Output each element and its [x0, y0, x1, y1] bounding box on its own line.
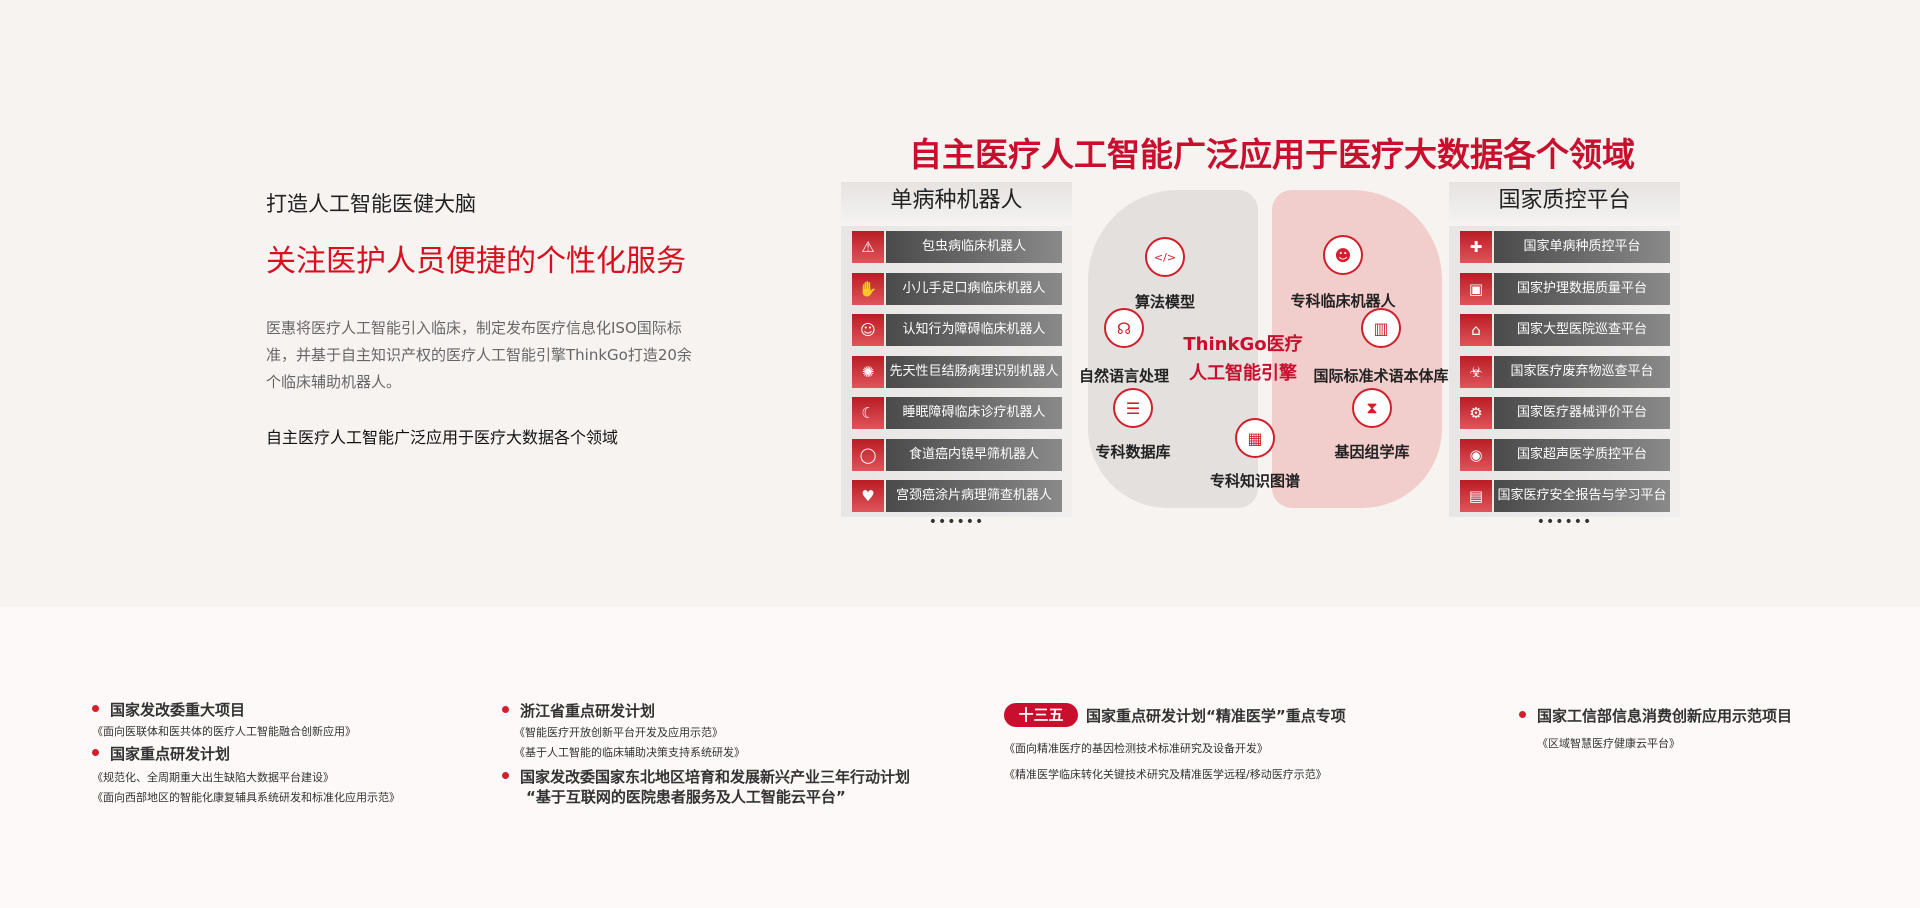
list-item[interactable]: ✚ 国家单病种质控平台 [1460, 231, 1680, 263]
project-title: 国家发改委重大项目 [91, 701, 246, 719]
book-icon: ▦ [1235, 418, 1275, 458]
more-indicator: •••••• [928, 514, 985, 530]
project-title-line2: “基于互联网的医院患者服务及人工智能云平台” [526, 788, 846, 806]
engine-subtitle: 人工智能引擎 [1188, 363, 1297, 384]
dna-icon: ⧗ [1352, 388, 1392, 428]
brain-node-label: 基因组学库 [1334, 443, 1410, 461]
list-item[interactable]: ◯ 食道癌内镜早筛机器人 [852, 438, 1072, 471]
intestine-icon: ✺ [852, 355, 884, 388]
panel-list: ⚠ 包虫病临床机器人 ✋ 小儿手足口病临床机器人 ☺ 认知行为障碍临床机器人 ✺ 先天性巨结肠… [841, 226, 1072, 517]
list-item-label: 睡眠障碍临床诊疗机器人 [886, 397, 1062, 429]
list-item[interactable]: ▣ 国家护理数据质量平台 [1460, 272, 1680, 305]
project-title: 国家工信部信息消费创新应用示范项目 [1518, 707, 1793, 725]
project-sub: 《智能医疗开放创新平台开发及应用示范》 [514, 726, 723, 739]
project-sub: 《规范化、全周期重大出生缺陷大数据平台建设》 [92, 771, 334, 784]
hospital-icon: ⌂ [1460, 314, 1492, 346]
list-item[interactable]: ⚠ 包虫病临床机器人 [852, 231, 1072, 263]
project-sub: 《面向医联体和医共体的医疗人工智能融合创新应用》 [92, 725, 356, 738]
project-sub: 《基于人工智能的临床辅助决策支持系统研发》 [514, 746, 745, 759]
list-item-label: 国家医疗安全报告与学习平台 [1494, 480, 1670, 512]
list-item-label: 先天性巨结肠病理识别机器人 [886, 355, 1062, 388]
project-title: 国家发改委国家东北地区培育和发展新兴产业三年行动计划 [501, 768, 911, 786]
list-item-label: 包虫病临床机器人 [886, 231, 1062, 263]
project-sub: 《面向西部地区的智能化康复辅具系统研发和标准化应用示范》 [92, 791, 400, 804]
code-monitor-icon: </> [1145, 237, 1185, 277]
brain-node-label: 自然语言处理 [1078, 367, 1170, 385]
biohazard-icon: ☣ [1460, 355, 1492, 388]
panel-title: 单病种机器人 [841, 182, 1072, 220]
list-item-label: 国家超声医学质控平台 [1494, 438, 1670, 471]
more-indicator: •••••• [1536, 514, 1593, 530]
report-book-icon: ▤ [1460, 480, 1492, 512]
single-disease-robot-panel: 单病种机器人 ⚠ 包虫病临床机器人 ✋ 小儿手足口病临床机器人 ☺ 认知行为障碍临床机器人… [841, 182, 1072, 530]
thirteenth-five-year-badge: 十三五 [1004, 703, 1078, 727]
list-item-label: 小儿手足口病临床机器人 [886, 272, 1062, 305]
esophagus-icon: ◯ [852, 438, 884, 471]
list-item-label: 国家护理数据质量平台 [1494, 272, 1670, 305]
ultrasound-icon: ◉ [1460, 438, 1492, 471]
list-item-label: 食道癌内镜早筛机器人 [886, 438, 1062, 471]
list-item-label: 认知行为障碍临床机器人 [886, 314, 1062, 346]
project-sub: 《区域智慧医疗健康云平台》 [1537, 737, 1680, 750]
panel-title: 国家质控平台 [1449, 182, 1680, 220]
head-brain-icon: ☺ [852, 314, 884, 346]
sleep-bed-icon: ☾ [852, 397, 884, 429]
list-item-label: 宫颈癌涂片病理筛查机器人 [886, 480, 1062, 512]
list-item[interactable]: ☣ 国家医疗废弃物巡查平台 [1460, 355, 1680, 388]
project-sub: 《精准医学临床转化关键技术研究及精准医学远程/移动医疗示范》 [1004, 768, 1327, 781]
brain-node-label: 专科数据库 [1095, 443, 1171, 461]
medical-cross-icon: ✚ [1460, 231, 1492, 263]
list-item[interactable]: ☾ 睡眠障碍临床诊疗机器人 [852, 397, 1072, 429]
parasite-icon: ⚠ [852, 231, 884, 263]
intro-heading: 打造人工智能医健大脑 [266, 192, 476, 216]
quality-control-platform-panel: 国家质控平台 ✚ 国家单病种质控平台 ▣ 国家护理数据质量平台 ⌂ 国家大型医院巡查平台 ☣… [1449, 182, 1680, 530]
brain-node-label: 专科知识图谱 [1209, 472, 1301, 490]
project-title: 国家重点研发计划 [91, 745, 231, 763]
robot-arm-icon: ⚙ [1460, 397, 1492, 429]
speaking-head-icon: ☊ [1104, 308, 1144, 348]
database-icon: ☰ [1113, 388, 1153, 428]
list-item[interactable]: ✺ 先天性巨结肠病理识别机器人 [852, 355, 1072, 388]
panel-list: ✚ 国家单病种质控平台 ▣ 国家护理数据质量平台 ⌂ 国家大型医院巡查平台 ☣ 国家医疗废弃物… [1449, 226, 1680, 517]
list-item[interactable]: ♥ 宫颈癌涂片病理筛查机器人 [852, 480, 1072, 512]
brain-node-label: 国际标准术语本体库 [1313, 367, 1449, 385]
main-title: 自主医疗人工智能广泛应用于医疗大数据各个领域 [909, 135, 1635, 174]
brain-node-label: 专科临床机器人 [1290, 292, 1396, 310]
project-title: 国家重点研发计划“精准医学”重点专项 [1086, 707, 1346, 725]
laptop-medical-icon: ▣ [1460, 272, 1492, 305]
list-item-label: 国家大型医院巡查平台 [1494, 314, 1670, 346]
binders-icon: ▥ [1361, 308, 1401, 348]
engine-name: ThinkGo医疗 [1183, 334, 1303, 355]
project-title: 浙江省重点研发计划 [501, 702, 656, 720]
list-item[interactable]: ⚙ 国家医疗器械评价平台 [1460, 397, 1680, 429]
robot-icon: ☻ [1323, 235, 1363, 275]
list-item-label: 国家医疗废弃物巡查平台 [1494, 355, 1670, 388]
intro-subtitle: 关注医护人员便捷的个性化服务 [266, 244, 686, 279]
brain-node-label: 算法模型 [1134, 293, 1196, 311]
project-sub: 《面向精准医疗的基因检测技术标准研究及设备开发》 [1004, 742, 1268, 755]
list-item[interactable]: ✋ 小儿手足口病临床机器人 [852, 272, 1072, 305]
list-item[interactable]: ⌂ 国家大型医院巡查平台 [1460, 314, 1680, 346]
list-item-label: 国家医疗器械评价平台 [1494, 397, 1670, 429]
uterus-icon: ♥ [852, 480, 884, 512]
list-item[interactable]: ▤ 国家医疗安全报告与学习平台 [1460, 480, 1680, 512]
engine-center-label: ThinkGo医疗 人工智能引擎 [1183, 330, 1302, 388]
list-item[interactable]: ◉ 国家超声医学质控平台 [1460, 438, 1680, 471]
intro-paragraph: 医惠将医疗人工智能引入临床，制定发布医疗信息化ISO国际标准，并基于自主知识产权… [266, 319, 692, 391]
list-item[interactable]: ☺ 认知行为障碍临床机器人 [852, 314, 1072, 346]
intro-bold-line: 自主医疗人工智能广泛应用于医疗大数据各个领域 [266, 428, 619, 447]
list-item-label: 国家单病种质控平台 [1494, 231, 1670, 263]
hand-virus-icon: ✋ [852, 272, 884, 305]
